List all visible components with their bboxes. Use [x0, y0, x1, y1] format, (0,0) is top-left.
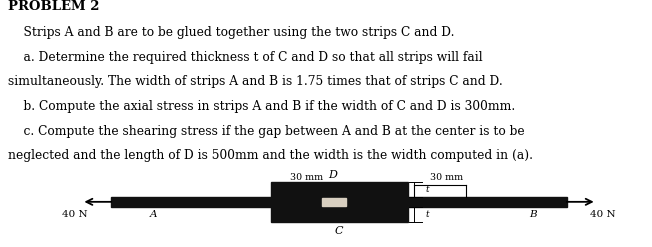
Text: A: A — [149, 210, 157, 219]
Text: 30 mm: 30 mm — [290, 172, 323, 182]
Text: C: C — [334, 226, 344, 236]
Text: neglected and the length of D is 500mm and the width is the width computed in (a: neglected and the length of D is 500mm a… — [8, 149, 533, 163]
Text: 30 mm: 30 mm — [430, 172, 463, 182]
Text: 40 N: 40 N — [62, 210, 88, 219]
Bar — [322, 198, 346, 206]
Text: a. Determine the required thickness t of C and D so that all strips will fail: a. Determine the required thickness t of… — [8, 51, 482, 64]
Text: t: t — [425, 185, 429, 194]
Text: c. Compute the shearing stress if the gap between A and B at the center is to be: c. Compute the shearing stress if the ga… — [8, 125, 524, 138]
Text: D: D — [328, 170, 337, 180]
Text: b. Compute the axial stress in strips A and B if the width of C and D is 300mm.: b. Compute the axial stress in strips A … — [8, 100, 515, 113]
Bar — [408, 197, 567, 207]
Text: simultaneously. The width of strips A and B is 1.75 times that of strips C and D: simultaneously. The width of strips A an… — [8, 75, 503, 88]
Text: t: t — [425, 210, 429, 219]
Text: PROBLEM 2: PROBLEM 2 — [8, 0, 99, 13]
Text: B: B — [529, 210, 537, 219]
Text: Strips A and B are to be glued together using the two strips C and D.: Strips A and B are to be glued together … — [8, 26, 454, 39]
Text: 40 N: 40 N — [590, 210, 616, 219]
Bar — [271, 182, 408, 222]
Bar — [111, 197, 271, 207]
